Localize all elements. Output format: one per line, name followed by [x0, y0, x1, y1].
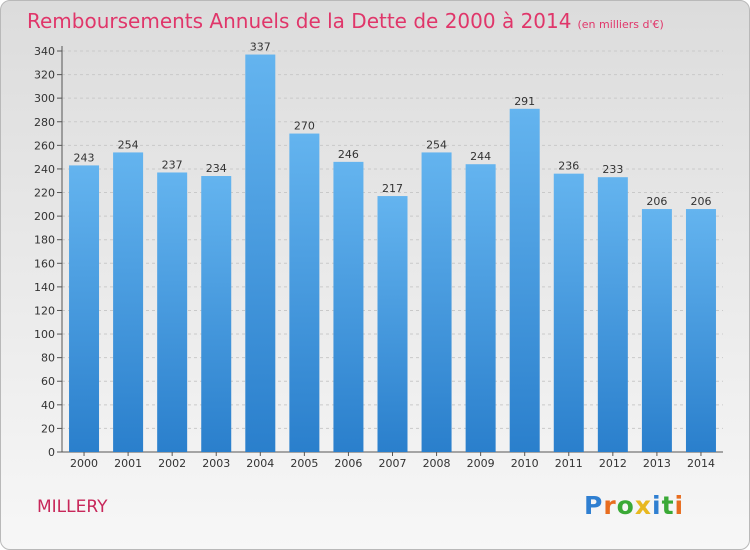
bar: [157, 172, 188, 452]
bar: [113, 152, 144, 452]
x-tick-label: 2008: [423, 457, 451, 470]
y-tick-label: 140: [34, 281, 55, 294]
bar: [597, 177, 628, 452]
bar: [289, 133, 320, 452]
logo-letter: r: [603, 491, 617, 520]
x-tick-label: 2010: [511, 457, 539, 470]
value-label: 243: [74, 151, 95, 164]
value-label: 217: [382, 182, 403, 195]
logo-letter: o: [616, 491, 635, 520]
commune-name: MILLERY: [37, 497, 108, 517]
x-tick-label: 2000: [70, 457, 98, 470]
bar: [69, 165, 100, 452]
bar: [465, 164, 496, 453]
chart-subtitle: (en milliers d'€): [577, 18, 664, 31]
value-label: 234: [206, 162, 227, 175]
bar: [509, 108, 540, 453]
y-tick-label: 240: [34, 163, 55, 176]
x-tick-label: 2009: [467, 457, 495, 470]
chart-title-text: Remboursements Annuels de la Dette de 20…: [27, 9, 572, 33]
value-label: 236: [558, 160, 579, 173]
value-label: 254: [118, 138, 139, 151]
x-tick-label: 2004: [246, 457, 274, 470]
logo-letter: P: [584, 491, 604, 520]
value-label: 233: [602, 163, 623, 176]
y-tick-label: 220: [34, 187, 55, 200]
y-tick-label: 340: [34, 45, 55, 58]
value-label: 270: [294, 120, 315, 133]
value-label: 237: [162, 158, 183, 171]
logo-letter: i: [652, 491, 662, 520]
value-label: 337: [250, 41, 271, 54]
y-tick-label: 160: [34, 257, 55, 270]
y-tick-label: 80: [41, 352, 55, 365]
bar: [421, 152, 452, 452]
x-tick-label: 2011: [555, 457, 583, 470]
x-tick-label: 2014: [687, 457, 715, 470]
logo-letter: t: [661, 491, 675, 520]
y-tick-label: 180: [34, 234, 55, 247]
bar: [201, 176, 232, 453]
y-tick-label: 200: [34, 210, 55, 223]
y-tick-label: 280: [34, 116, 55, 129]
bar: [553, 173, 584, 453]
value-label: 254: [426, 138, 447, 151]
bars: [69, 54, 716, 453]
bar: [377, 196, 408, 452]
x-tick-label: 2013: [643, 457, 671, 470]
y-tick-label: 40: [41, 399, 55, 412]
y-tick-label: 100: [34, 328, 55, 341]
y-tick-label: 60: [41, 375, 55, 388]
value-labels: 243 254 237 234 337 270 246 217 254 244 291 236 233 2…: [74, 41, 712, 209]
bar: [245, 54, 276, 452]
logo-letter: i: [674, 491, 685, 520]
x-tick-labels: 2000 2001 2002 2003 2004 2005 2006 2007 2008 2009…: [70, 452, 715, 470]
y-tick-label: 300: [34, 92, 55, 105]
value-label: 206: [690, 195, 711, 208]
logo-letter: x: [634, 491, 652, 520]
x-tick-label: 2001: [114, 457, 142, 470]
bar: [333, 161, 364, 453]
y-tick-label: 20: [41, 422, 55, 435]
value-label: 244: [470, 150, 491, 163]
y-tick-label: 120: [34, 304, 55, 317]
x-tick-label: 2012: [599, 457, 627, 470]
x-tick-label: 2007: [379, 457, 407, 470]
value-label: 206: [646, 195, 667, 208]
chart-title: Remboursements Annuels de la Dette de 20…: [27, 9, 664, 33]
value-label: 291: [514, 95, 535, 108]
bar: [685, 209, 716, 452]
x-tick-label: 2006: [334, 457, 362, 470]
x-tick-label: 2002: [158, 457, 186, 470]
x-tick-label: 2003: [202, 457, 230, 470]
y-tick-label: 320: [34, 69, 55, 82]
value-label: 246: [338, 148, 359, 161]
y-tick-labels: 0 20 40 60 80 100 120 140 160 180 200 220 240 260 280 3…: [34, 45, 55, 459]
proxiti-logo: Proxiti: [584, 491, 684, 520]
x-tick-label: 2005: [290, 457, 318, 470]
bar: [641, 209, 672, 452]
y-tick-label: 260: [34, 139, 55, 152]
y-tick-label: 0: [48, 446, 55, 459]
